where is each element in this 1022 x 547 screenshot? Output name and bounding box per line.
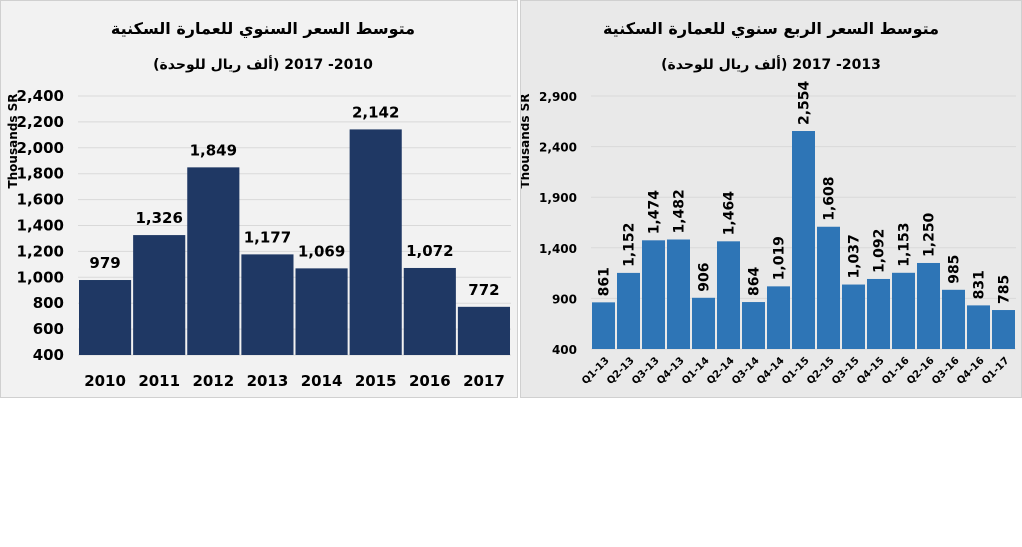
bar [842, 284, 865, 349]
bar [917, 262, 940, 349]
annual-price-svg: متوسط السعر السنوي للعمارة السكنية (ألف ر… [6, 19, 511, 390]
y-tick-label: 1,400 [17, 217, 64, 235]
bar [403, 267, 456, 355]
x-tick-label: 2011 [138, 372, 180, 390]
data-label: 1,153 [897, 222, 913, 266]
data-label: 2,554 [797, 80, 813, 125]
bar [867, 278, 890, 349]
bar [742, 302, 765, 349]
data-label: 1,250 [922, 212, 938, 257]
bar [692, 297, 715, 349]
data-label: 1,019 [772, 236, 788, 280]
data-label: 1,072 [406, 242, 453, 260]
x-tick-label: 2013 [247, 372, 289, 390]
data-label: 831 [972, 270, 988, 299]
y-tick-label: 1,900 [539, 191, 577, 205]
x-tick-label: 2010 [84, 372, 126, 390]
y-tick-label: 1,200 [17, 242, 64, 260]
bar [187, 167, 240, 355]
data-label: 785 [997, 275, 1013, 304]
bar [992, 310, 1015, 349]
x-tick-label: 2015 [355, 372, 397, 390]
y-tick-label: 2,400 [17, 87, 64, 105]
data-label: 864 [747, 267, 763, 296]
bar [295, 268, 348, 355]
chart-title: متوسط السعر الربع سنوي للعمارة السكنية [603, 19, 939, 39]
y-axis-label: Thousands SR [6, 93, 20, 188]
bar [967, 305, 990, 349]
y-tick-label: 1,800 [17, 165, 64, 183]
y-tick-label: 1,000 [17, 268, 64, 286]
data-label: 1,152 [622, 223, 638, 267]
bar [241, 254, 294, 355]
bar [667, 239, 690, 349]
bar [642, 240, 665, 349]
bar [133, 235, 186, 355]
y-axis-label: Thousands SR [521, 93, 532, 188]
quarterly-price-chart: متوسط السعر الربع سنوي للعمارة السكنية (أ… [520, 0, 1022, 398]
data-label: 906 [697, 263, 713, 292]
data-label: 772 [468, 281, 499, 299]
data-label: 1,608 [822, 176, 838, 220]
y-tick-label: 1,400 [539, 242, 577, 256]
y-tick-label: 900 [552, 292, 577, 306]
chart-title: متوسط السعر السنوي للعمارة السكنية [111, 19, 415, 39]
chart-subtitle: (ألف ريال للوحدة) 2010- 2017 [153, 55, 373, 73]
data-label: 1,849 [190, 141, 237, 159]
y-tick-label: 2,900 [539, 90, 577, 104]
x-tick-label: 2014 [301, 372, 343, 390]
y-tick-label: 2,000 [17, 139, 64, 157]
quarterly-price-svg: متوسط السعر الربع سنوي للعمارة السكنية (أ… [521, 19, 1016, 387]
bar [942, 289, 965, 349]
bar [457, 306, 510, 355]
bar [79, 280, 132, 355]
x-tick-label: Q1-17 [980, 355, 1012, 387]
y-tick-label: 600 [33, 320, 64, 338]
x-tick-label: 2017 [463, 372, 505, 390]
bar [349, 129, 402, 355]
data-label: 1,464 [722, 191, 738, 236]
y-tick-label: 2,400 [539, 141, 577, 155]
data-label: 1,037 [847, 234, 863, 278]
x-tick-label: 2012 [192, 372, 234, 390]
chart-subtitle: (ألف ريال للوحدة) 2013- 2017 [661, 55, 881, 73]
y-tick-label: 1,600 [17, 191, 64, 209]
bar [617, 272, 640, 349]
data-label: 1,177 [244, 228, 291, 246]
y-tick-label: 400 [33, 346, 64, 364]
bar [767, 286, 790, 349]
bar [592, 302, 615, 349]
data-label: 1,092 [872, 229, 888, 273]
bar [892, 272, 915, 349]
annual-price-chart: متوسط السعر السنوي للعمارة السكنية (ألف ر… [0, 0, 518, 398]
data-label: 1,474 [647, 190, 663, 235]
bar [717, 241, 740, 349]
data-label: 1,326 [135, 209, 182, 227]
data-label: 979 [89, 254, 120, 272]
bar [817, 226, 840, 349]
data-label: 2,142 [352, 103, 399, 121]
data-label: 985 [947, 255, 963, 284]
y-tick-label: 400 [552, 343, 577, 357]
bar [792, 131, 815, 349]
x-tick-label: 2016 [409, 372, 451, 390]
y-tick-label: 800 [33, 294, 64, 312]
data-label: 1,482 [672, 189, 688, 233]
y-tick-label: 2,200 [17, 113, 64, 131]
data-label: 861 [597, 267, 613, 296]
data-label: 1,069 [298, 242, 345, 260]
